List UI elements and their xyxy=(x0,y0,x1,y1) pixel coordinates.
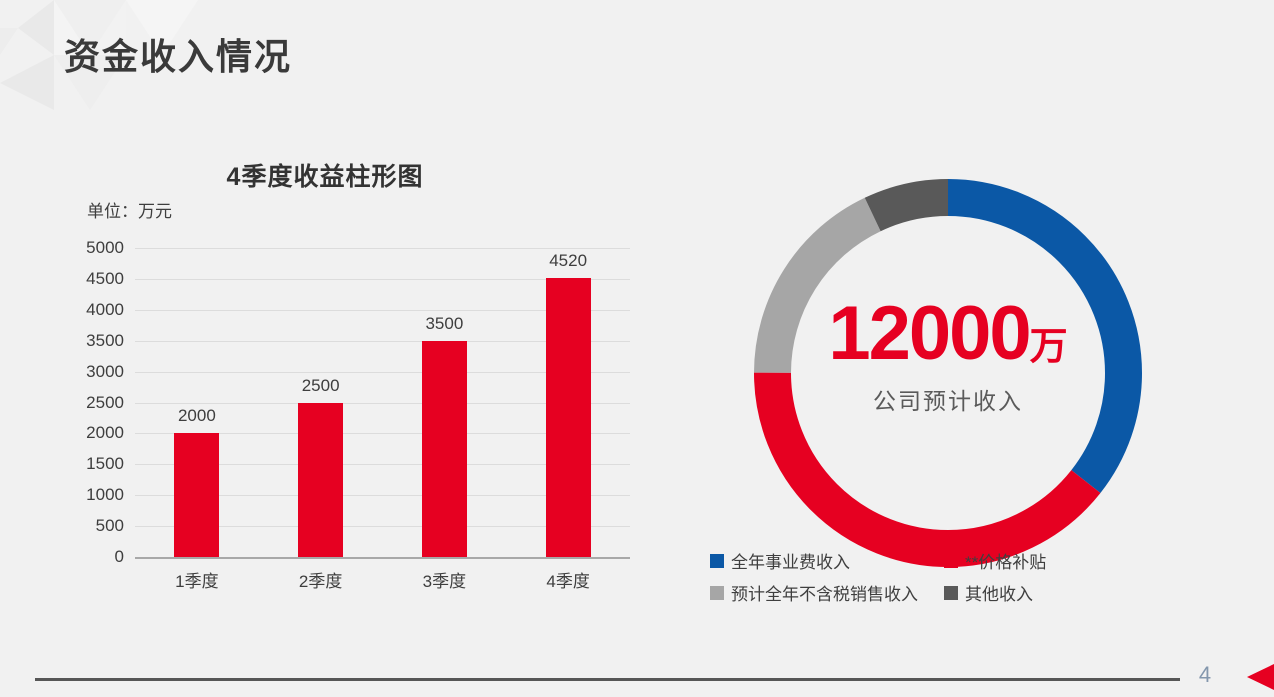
gridline xyxy=(135,495,630,497)
gridline xyxy=(135,340,630,342)
x-axis-line xyxy=(135,557,630,559)
donut-total-unit: 万 xyxy=(1029,326,1068,368)
bar-3季度 xyxy=(421,340,467,557)
donut-total-number: 12000 xyxy=(828,291,1031,376)
y-axis-tick-label: 4000 xyxy=(86,299,124,319)
legend-item: 预计全年不含税销售收入 xyxy=(710,583,944,604)
x-axis-category-label: 4季度 xyxy=(546,572,590,591)
donut-caption: 公司预计收入 xyxy=(873,388,1023,414)
gridline xyxy=(135,526,630,528)
legend-swatch-icon xyxy=(710,553,724,568)
red-corner-triangle-icon xyxy=(1247,664,1274,690)
y-axis-tick-label: 0 xyxy=(114,547,124,566)
page-number: 4 xyxy=(1198,662,1212,687)
y-axis-tick-label: 5000 xyxy=(86,238,124,257)
legend-swatch-icon xyxy=(944,553,958,568)
x-axis-category-label: 3季度 xyxy=(422,572,467,591)
bar-2季度 xyxy=(298,402,344,557)
x-axis-category-label: 1季度 xyxy=(175,572,219,591)
legend-item: 其他收入 xyxy=(944,583,1046,604)
page-title: 资金收入情况 xyxy=(64,36,293,77)
bar-value-label: 2000 xyxy=(177,406,216,426)
donut-segment xyxy=(754,179,1142,567)
bar-value-label: 4520 xyxy=(549,250,588,270)
y-axis-tick-label: 4500 xyxy=(86,268,124,288)
gridline xyxy=(135,464,630,466)
legend-label: 预计全年不含税销售收入 xyxy=(731,585,918,604)
gridline xyxy=(135,371,630,373)
donut-segment xyxy=(754,179,1142,567)
gridline xyxy=(135,402,630,404)
triangle-mosaic-decoration xyxy=(0,0,198,110)
bar-4季度 xyxy=(545,277,591,557)
bar-value-label: 2500 xyxy=(301,375,340,395)
legend-label: **价格补贴 xyxy=(965,553,1047,572)
donut-total-value: 12000万 xyxy=(753,296,1143,372)
footer-divider-line xyxy=(35,678,1180,681)
gridline xyxy=(135,248,630,249)
legend-label: 其他收入 xyxy=(965,585,1033,604)
x-axis-category-label: 2季度 xyxy=(298,572,343,591)
y-axis-tick-label: 2000 xyxy=(86,423,124,443)
legend-item: **价格补贴 xyxy=(944,551,1047,572)
legend-swatch-icon xyxy=(944,585,958,600)
bar-1季度 xyxy=(174,433,220,557)
legend-label: 全年事业费收入 xyxy=(731,553,850,572)
legend-item: 全年事业费收入 xyxy=(710,551,944,572)
gridline xyxy=(135,278,630,280)
legend-swatch-icon xyxy=(710,585,724,600)
donut-legend: 全年事业费收入 **价格补贴预计全年不含税销售收入 其他收入 xyxy=(710,551,1047,604)
y-axis-tick-label: 1000 xyxy=(86,485,124,505)
y-axis-tick-label: 3000 xyxy=(86,361,124,381)
gridline xyxy=(135,433,630,435)
bar-value-label: 3500 xyxy=(425,313,464,333)
gridline xyxy=(135,309,630,311)
donut-chart xyxy=(754,179,1142,567)
y-axis-tick-label: 1500 xyxy=(86,454,124,474)
y-axis-tick-label: 500 xyxy=(95,516,124,536)
bar-chart-title: 4季度收益柱形图 xyxy=(226,163,424,191)
y-axis-tick-label: 2500 xyxy=(86,392,124,412)
bar-chart-unit-label: 单位：万元 xyxy=(87,202,172,221)
donut-center-text: 12000万 公司预计收入 xyxy=(753,296,1143,416)
bar-chart-plot-area: 5000 4500 4000 3500 3000 2500 2000 1500 1000 500 0… xyxy=(86,238,630,591)
y-axis-tick-label: 3500 xyxy=(86,330,124,350)
